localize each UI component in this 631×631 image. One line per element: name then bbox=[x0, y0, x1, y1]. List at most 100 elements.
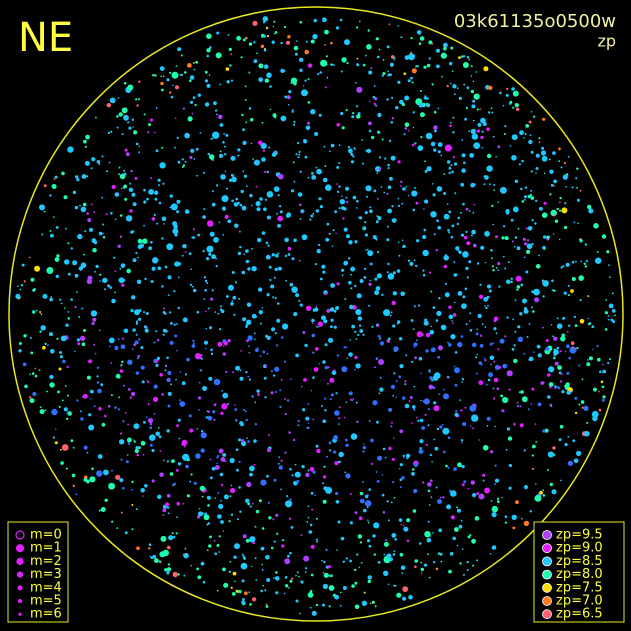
star bbox=[158, 184, 160, 187]
star bbox=[61, 444, 69, 451]
star bbox=[183, 574, 186, 577]
star bbox=[182, 502, 185, 505]
star bbox=[110, 362, 113, 364]
magnitude-swatch bbox=[15, 530, 25, 540]
star bbox=[322, 177, 328, 183]
star bbox=[244, 591, 248, 595]
star bbox=[489, 183, 491, 186]
star bbox=[482, 479, 485, 482]
star bbox=[476, 108, 479, 111]
star bbox=[560, 373, 563, 376]
star bbox=[312, 470, 316, 474]
star bbox=[591, 410, 599, 418]
star bbox=[111, 520, 114, 523]
star bbox=[171, 532, 174, 535]
star bbox=[42, 345, 46, 350]
star bbox=[420, 567, 424, 572]
star bbox=[170, 322, 173, 325]
star bbox=[558, 438, 562, 442]
star bbox=[449, 552, 454, 556]
star bbox=[291, 257, 295, 261]
star bbox=[376, 215, 379, 218]
star bbox=[560, 479, 562, 482]
star bbox=[132, 328, 136, 332]
star bbox=[174, 334, 178, 338]
star bbox=[448, 166, 452, 170]
star bbox=[278, 205, 282, 208]
star bbox=[437, 345, 443, 351]
star bbox=[136, 453, 140, 457]
star bbox=[56, 337, 59, 340]
star bbox=[578, 364, 581, 367]
star bbox=[548, 158, 551, 161]
star bbox=[373, 189, 377, 193]
star bbox=[207, 415, 213, 421]
star bbox=[466, 86, 470, 90]
star bbox=[461, 381, 463, 384]
star bbox=[96, 375, 99, 378]
star bbox=[333, 450, 337, 454]
star bbox=[174, 117, 177, 120]
star bbox=[78, 316, 81, 318]
star bbox=[497, 500, 499, 503]
star bbox=[215, 257, 218, 260]
star bbox=[554, 361, 559, 366]
star bbox=[535, 153, 540, 158]
star bbox=[458, 524, 463, 529]
star bbox=[377, 561, 381, 564]
star bbox=[563, 291, 567, 295]
star bbox=[368, 304, 371, 307]
star bbox=[573, 315, 576, 319]
star bbox=[413, 346, 416, 348]
star bbox=[80, 262, 87, 269]
star bbox=[186, 494, 190, 498]
star bbox=[166, 460, 169, 463]
star bbox=[545, 339, 549, 342]
star bbox=[355, 401, 358, 404]
star bbox=[91, 157, 96, 162]
zp-swatch bbox=[542, 609, 552, 620]
star bbox=[247, 502, 251, 506]
zp-label: zp=9.5 bbox=[556, 528, 603, 543]
star bbox=[469, 329, 473, 332]
star bbox=[448, 569, 452, 574]
star bbox=[446, 203, 449, 205]
star bbox=[465, 323, 468, 326]
star bbox=[541, 212, 548, 218]
star bbox=[293, 312, 298, 317]
star bbox=[151, 479, 155, 483]
star bbox=[392, 271, 396, 275]
star bbox=[395, 106, 399, 110]
star bbox=[363, 443, 365, 445]
star bbox=[159, 551, 166, 558]
star bbox=[429, 376, 433, 380]
star bbox=[411, 81, 414, 84]
star bbox=[197, 233, 201, 237]
star bbox=[497, 348, 500, 351]
star bbox=[382, 72, 386, 75]
star bbox=[516, 246, 521, 251]
star bbox=[355, 338, 358, 340]
star bbox=[523, 449, 526, 452]
star bbox=[287, 104, 290, 106]
star bbox=[371, 462, 374, 465]
star bbox=[521, 517, 523, 520]
star bbox=[136, 546, 140, 550]
star bbox=[264, 78, 269, 83]
star bbox=[261, 157, 266, 162]
star bbox=[530, 306, 533, 309]
star bbox=[240, 189, 244, 194]
star bbox=[428, 369, 431, 372]
star bbox=[345, 108, 348, 112]
star bbox=[242, 408, 245, 411]
star bbox=[512, 318, 514, 321]
star bbox=[251, 204, 253, 207]
star bbox=[393, 550, 396, 553]
star bbox=[415, 65, 418, 68]
star bbox=[395, 396, 397, 399]
star bbox=[74, 273, 79, 278]
star bbox=[433, 438, 436, 441]
star bbox=[593, 387, 597, 392]
star bbox=[386, 500, 389, 503]
star bbox=[335, 500, 340, 504]
